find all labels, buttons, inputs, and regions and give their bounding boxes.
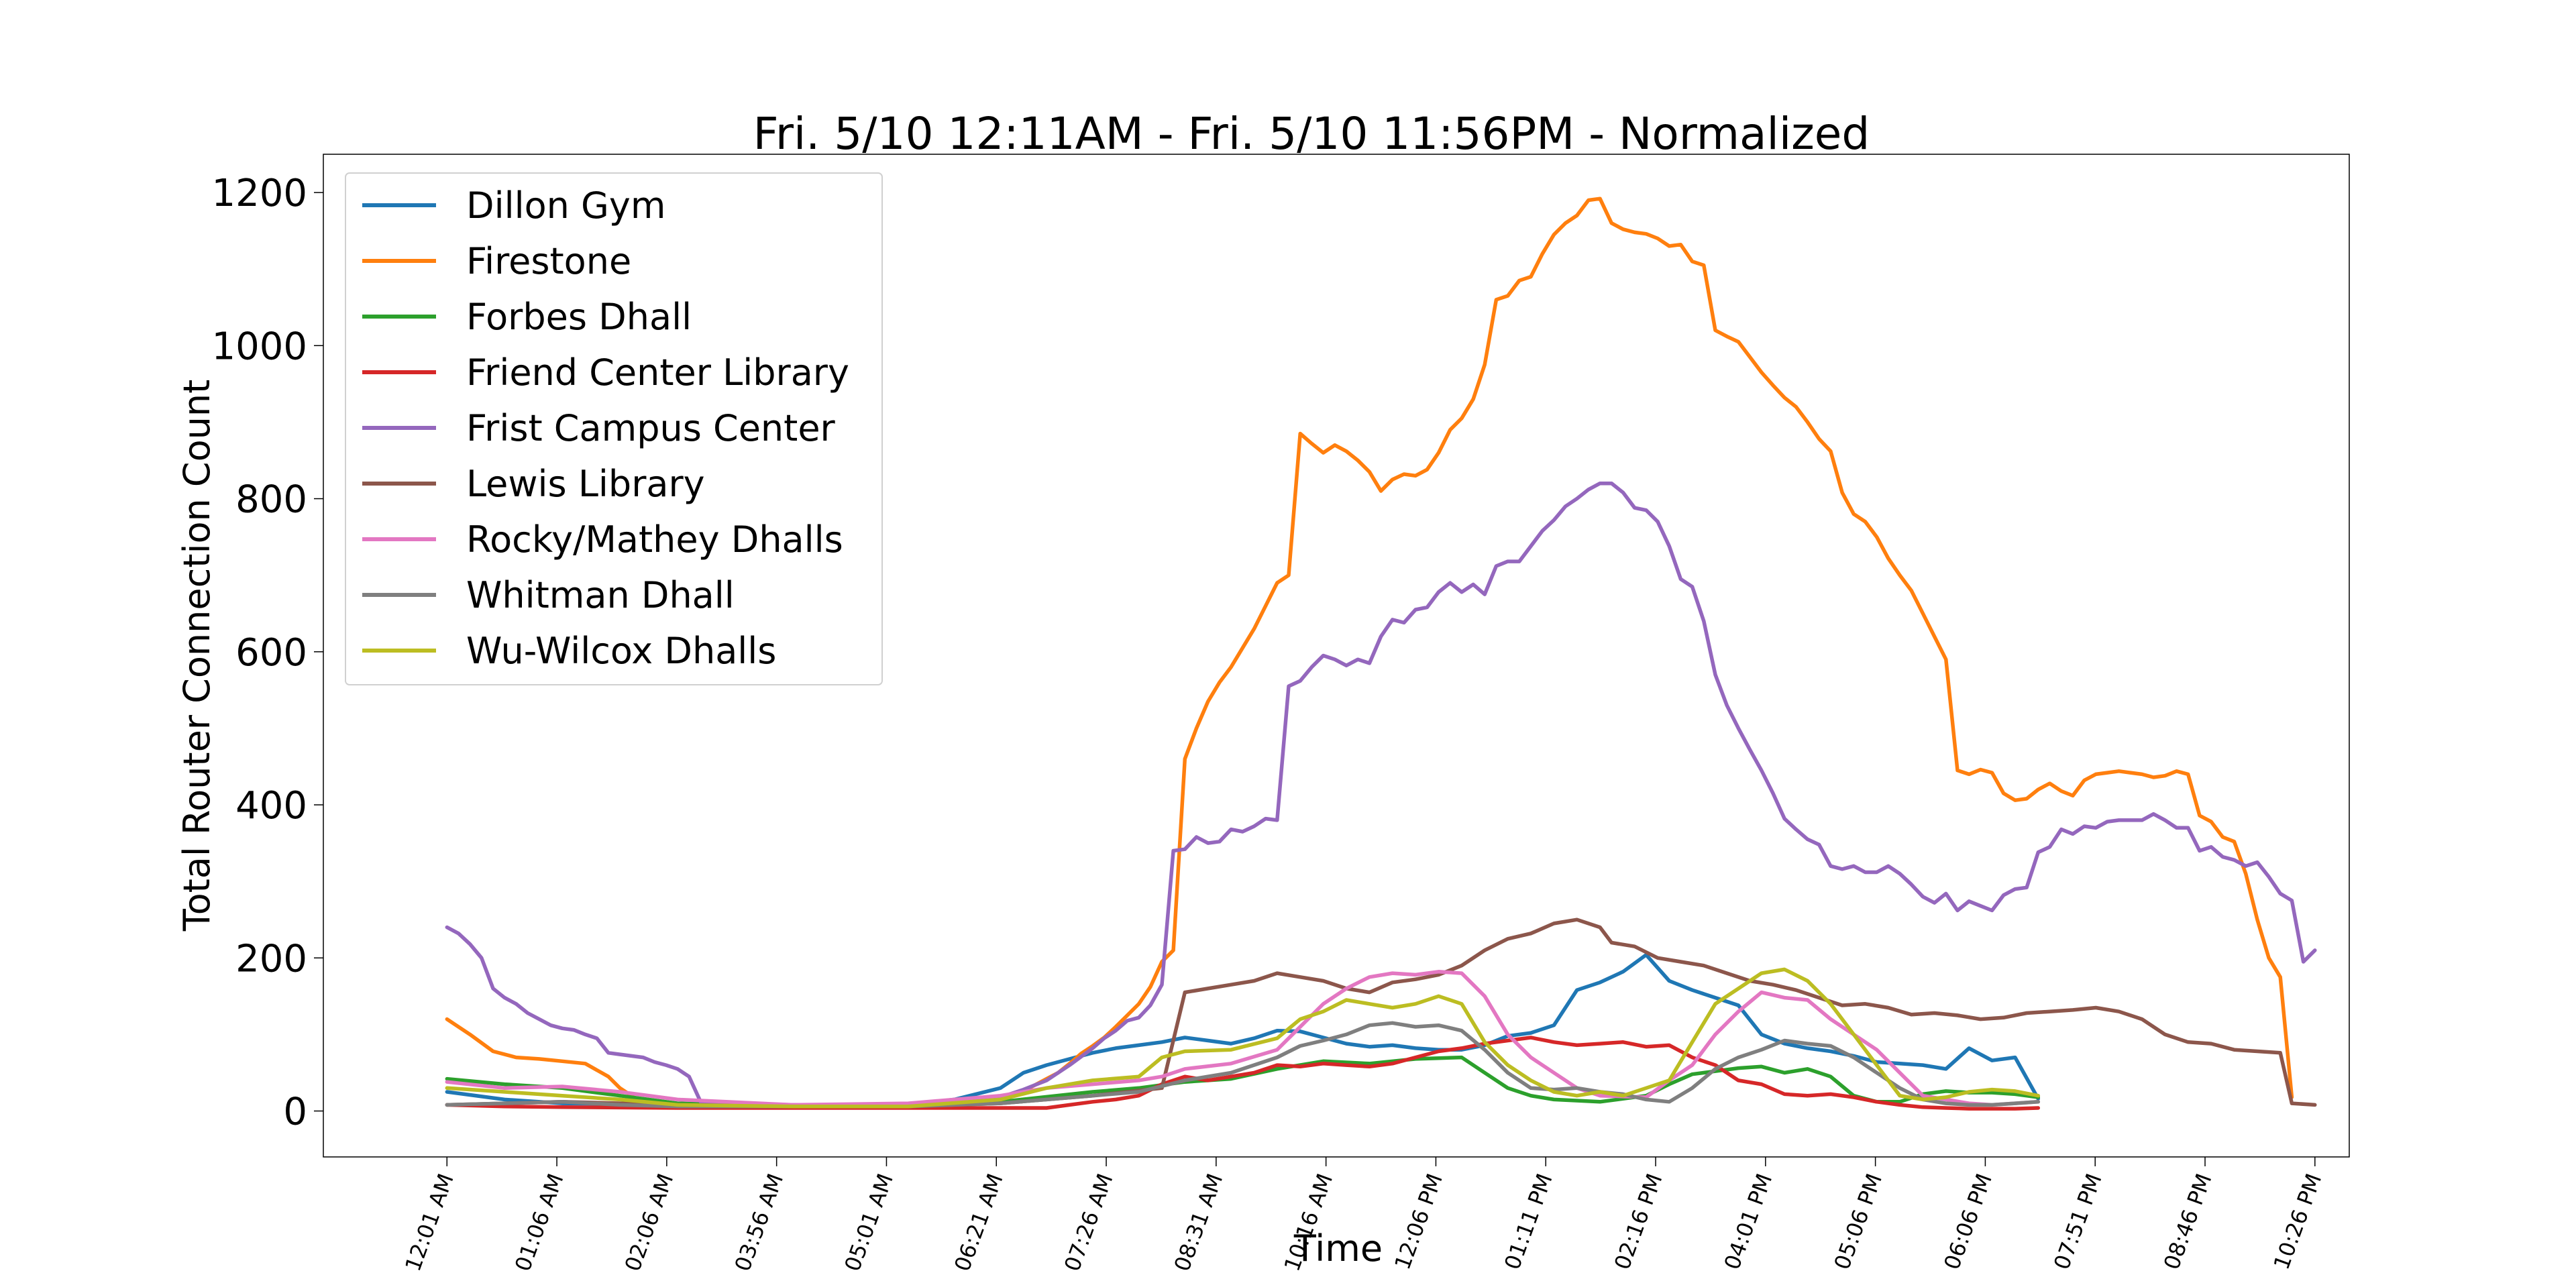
x-tick-label: 12:06 PM: [1389, 1170, 1448, 1273]
x-tick-label: 03:56 AM: [730, 1170, 789, 1275]
x-tick-label: 04:01 PM: [1719, 1170, 1778, 1273]
x-tick-label: 08:31 AM: [1169, 1170, 1228, 1275]
x-tick-label: 01:06 AM: [510, 1170, 569, 1275]
legend-label: Firestone: [466, 240, 631, 282]
legend-label: Wu-Wilcox Dhalls: [466, 630, 776, 672]
x-tick-label: 12:01 AM: [400, 1170, 459, 1275]
y-tick-label: 400: [235, 784, 307, 828]
series-line-8: [445, 967, 2041, 1109]
y-tick-label: 1200: [211, 172, 307, 215]
x-tick-label: 02:06 AM: [620, 1170, 679, 1275]
y-tick-label: 1000: [211, 325, 307, 368]
legend-label: Lewis Library: [466, 463, 705, 505]
chart-title: Fri. 5/10 12:11AM - Fri. 5/10 11:56PM - …: [753, 108, 1870, 160]
x-tick-label: 10:26 PM: [2269, 1170, 2327, 1273]
x-tick-label: 05:06 PM: [1829, 1170, 1887, 1273]
y-tick-label: 200: [235, 937, 307, 981]
y-tick-label: 0: [283, 1091, 307, 1134]
legend-label: Whitman Dhall: [466, 574, 735, 616]
legend-box: [345, 172, 883, 685]
x-tick-label: 02:16 PM: [1609, 1170, 1668, 1273]
legend-label: Forbes Dhall: [466, 296, 692, 338]
plot-area: [323, 154, 2350, 1158]
y-axis-label: Total Router Connection Count: [176, 380, 218, 932]
y-axis: 0 200 400 600 800 1000 1200: [211, 172, 323, 1134]
series-line-5: [445, 917, 2317, 1109]
series-layer: [445, 197, 2317, 1111]
legend-label: Dillon Gym: [466, 184, 665, 227]
x-tick-label: 06:06 PM: [1939, 1170, 1997, 1273]
legend-label: Rocky/Mathey Dhalls: [466, 518, 843, 561]
series-line-7: [445, 1021, 2041, 1109]
x-tick-label: 07:51 PM: [2049, 1170, 2107, 1273]
x-axis-label: Time: [1293, 1227, 1383, 1270]
x-tick-label: 05:01 AM: [839, 1170, 898, 1275]
y-tick-label: 800: [235, 478, 307, 522]
legend-label: Friend Center Library: [466, 351, 849, 394]
x-tick-label: 06:21 AM: [949, 1170, 1008, 1275]
x-tick-label: 08:46 PM: [2159, 1170, 2217, 1273]
x-tick-label: 01:11 PM: [1499, 1170, 1558, 1273]
series-line-3: [445, 1036, 2041, 1111]
series-line-4: [445, 481, 2317, 1107]
legend: Dillon Gym Firestone Forbes Dhall Friend Ce…: [345, 172, 883, 685]
legend-label: Frist Campus Center: [466, 407, 836, 449]
y-tick-label: 600: [235, 631, 307, 675]
x-tick-label: 07:26 AM: [1059, 1170, 1118, 1275]
